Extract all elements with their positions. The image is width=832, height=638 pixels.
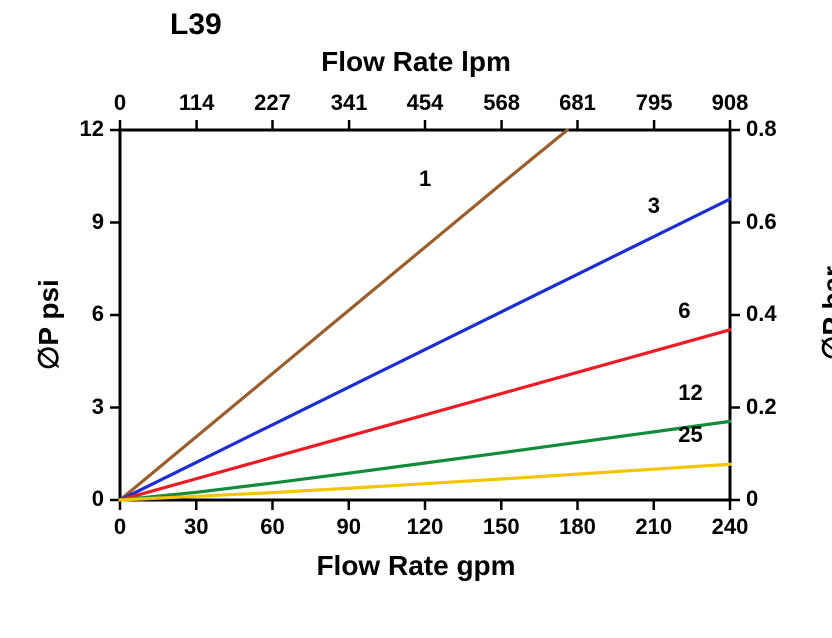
y-left-tick-label: 0 [92, 486, 104, 512]
x-top-tick-label: 0 [90, 90, 150, 116]
x-top-tick-label: 908 [700, 90, 760, 116]
series-label: 12 [678, 380, 702, 406]
y-right-tick-label: 0.2 [746, 394, 777, 420]
x-top-tick-label: 568 [472, 90, 532, 116]
series-label: 3 [648, 193, 660, 219]
series-label: 6 [678, 298, 690, 324]
x-top-tick-label: 341 [319, 90, 379, 116]
x-bottom-tick-label: 120 [400, 514, 450, 540]
x-bottom-tick-label: 150 [476, 514, 526, 540]
x-top-tick-label: 681 [548, 90, 608, 116]
series-label: 1 [419, 166, 431, 192]
x-bottom-tick-label: 180 [553, 514, 603, 540]
y-right-tick-label: 0.4 [746, 301, 777, 327]
y-right-tick-label: 0.8 [746, 116, 777, 142]
y-right-tick-label: 0 [746, 486, 758, 512]
x-top-tick-label: 795 [624, 90, 684, 116]
x-top-tick-label: 454 [395, 90, 455, 116]
y-right-tick-label: 0.6 [746, 209, 777, 235]
x-top-tick-label: 227 [243, 90, 303, 116]
x-bottom-tick-label: 0 [95, 514, 145, 540]
y-left-tick-label: 3 [92, 394, 104, 420]
x-bottom-tick-label: 90 [324, 514, 374, 540]
x-bottom-tick-label: 30 [171, 514, 221, 540]
y-left-tick-label: 6 [92, 301, 104, 327]
x-top-tick-label: 114 [167, 90, 227, 116]
x-bottom-tick-label: 210 [629, 514, 679, 540]
x-bottom-tick-label: 240 [705, 514, 755, 540]
chart-container: L39 Flow Rate lpm ∅P psi ∅P bar Flow Rat… [0, 0, 832, 638]
series-label: 25 [678, 422, 702, 448]
x-bottom-tick-label: 60 [248, 514, 298, 540]
y-left-tick-label: 12 [80, 116, 104, 142]
y-left-tick-label: 9 [92, 209, 104, 235]
